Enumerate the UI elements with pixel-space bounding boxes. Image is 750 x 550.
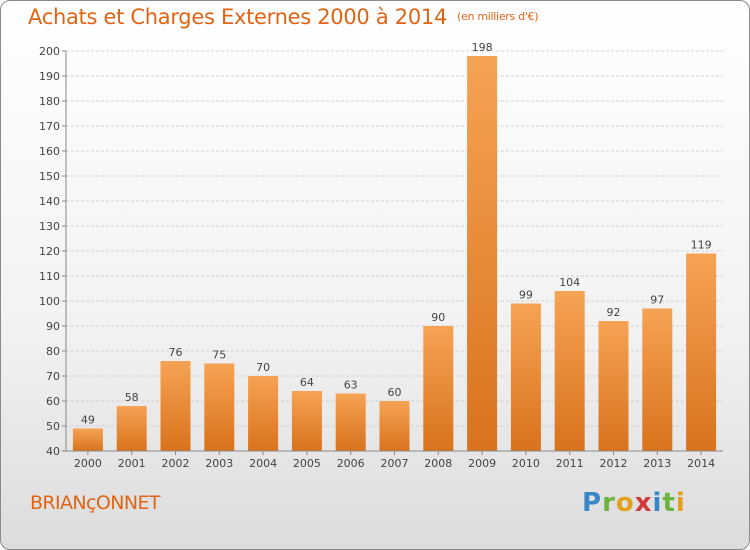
bar xyxy=(116,406,147,451)
x-tick-label: 2013 xyxy=(643,457,671,470)
x-tick-label: 2001 xyxy=(118,457,146,470)
proxiti-logo: Proxiti xyxy=(582,488,686,518)
x-tick-label: 2003 xyxy=(205,457,233,470)
y-tick-label: 70 xyxy=(46,370,60,383)
bar xyxy=(248,376,279,451)
data-label: 76 xyxy=(169,346,183,359)
data-label: 97 xyxy=(650,294,664,307)
x-tick-label: 2004 xyxy=(249,457,277,470)
bar xyxy=(204,363,235,451)
y-tick-label: 60 xyxy=(46,395,60,408)
logo-letter: P xyxy=(582,488,603,518)
x-tick-label: 2002 xyxy=(162,457,190,470)
data-label: 198 xyxy=(472,41,493,54)
bar xyxy=(598,321,629,451)
x-tick-label: 2009 xyxy=(468,457,496,470)
y-tick-label: 140 xyxy=(39,195,60,208)
x-tick-label: 2014 xyxy=(687,457,715,470)
data-label: 63 xyxy=(344,379,358,392)
bar xyxy=(379,401,410,451)
logo-letter: i xyxy=(652,488,663,518)
data-label: 92 xyxy=(607,306,621,319)
x-tick-label: 2005 xyxy=(293,457,321,470)
data-label: 119 xyxy=(691,239,712,252)
bar xyxy=(554,291,585,451)
y-tick-label: 40 xyxy=(46,445,60,458)
y-tick-label: 120 xyxy=(39,245,60,258)
bar xyxy=(335,393,366,451)
x-tick-label: 2010 xyxy=(512,457,540,470)
data-label: 75 xyxy=(212,349,226,362)
data-label: 99 xyxy=(519,289,533,302)
logo-letter: t xyxy=(662,488,676,518)
bar xyxy=(642,308,673,451)
data-label: 58 xyxy=(125,391,139,404)
x-tick-label: 2011 xyxy=(556,457,584,470)
data-label: 49 xyxy=(81,414,95,427)
logo-letter: x xyxy=(634,488,653,518)
bar xyxy=(423,326,454,451)
y-tick-label: 110 xyxy=(39,270,60,283)
commune-name: BRIANçONNET xyxy=(30,492,160,514)
y-tick-label: 170 xyxy=(39,120,60,133)
bar xyxy=(160,361,191,451)
bar xyxy=(72,428,103,451)
x-tick-label: 2008 xyxy=(424,457,452,470)
logo-letter: o xyxy=(615,488,635,518)
data-label: 90 xyxy=(431,311,445,324)
y-tick-label: 180 xyxy=(39,95,60,108)
y-tick-label: 100 xyxy=(39,295,60,308)
y-axis-ticks: 40 50 60 70 80 90 100 110 120 130 140 150 160 170 180 1… xyxy=(39,45,66,458)
x-tick-label: 2007 xyxy=(381,457,409,470)
y-tick-label: 150 xyxy=(39,170,60,183)
unit-label: (en milliers d'€) xyxy=(457,10,539,23)
data-label: 70 xyxy=(256,361,270,374)
data-label: 60 xyxy=(388,386,402,399)
x-tick-label: 2006 xyxy=(337,457,365,470)
data-label: 104 xyxy=(559,276,580,289)
y-tick-label: 200 xyxy=(39,45,60,58)
y-tick-label: 190 xyxy=(39,70,60,83)
x-tick-label: 2012 xyxy=(600,457,628,470)
bar xyxy=(291,391,322,451)
x-axis-ticks: 2000 2001 2002 2003 2004 2005 2006 2007 2008 2009… xyxy=(66,450,723,470)
chart-title: Achats et Charges Externes 2000 à 2014 (e… xyxy=(28,5,539,29)
chart-title-text: Achats et Charges Externes 2000 à 2014 xyxy=(28,5,448,29)
x-tick-label: 2000 xyxy=(74,457,102,470)
bar xyxy=(686,253,717,451)
y-tick-label: 50 xyxy=(46,420,60,433)
y-tick-label: 80 xyxy=(46,345,60,358)
y-tick-label: 130 xyxy=(39,220,60,233)
bar xyxy=(510,303,541,451)
logo-letter: i xyxy=(675,488,686,518)
y-tick-label: 90 xyxy=(46,320,60,333)
bars xyxy=(72,56,717,451)
data-label: 64 xyxy=(300,376,314,389)
logo-letter: r xyxy=(602,488,616,518)
y-tick-label: 160 xyxy=(39,145,60,158)
value-labels: 49 58 76 75 70 64 63 60 90 198 99 104 92 97 119 xyxy=(81,41,712,427)
bar xyxy=(467,56,498,451)
